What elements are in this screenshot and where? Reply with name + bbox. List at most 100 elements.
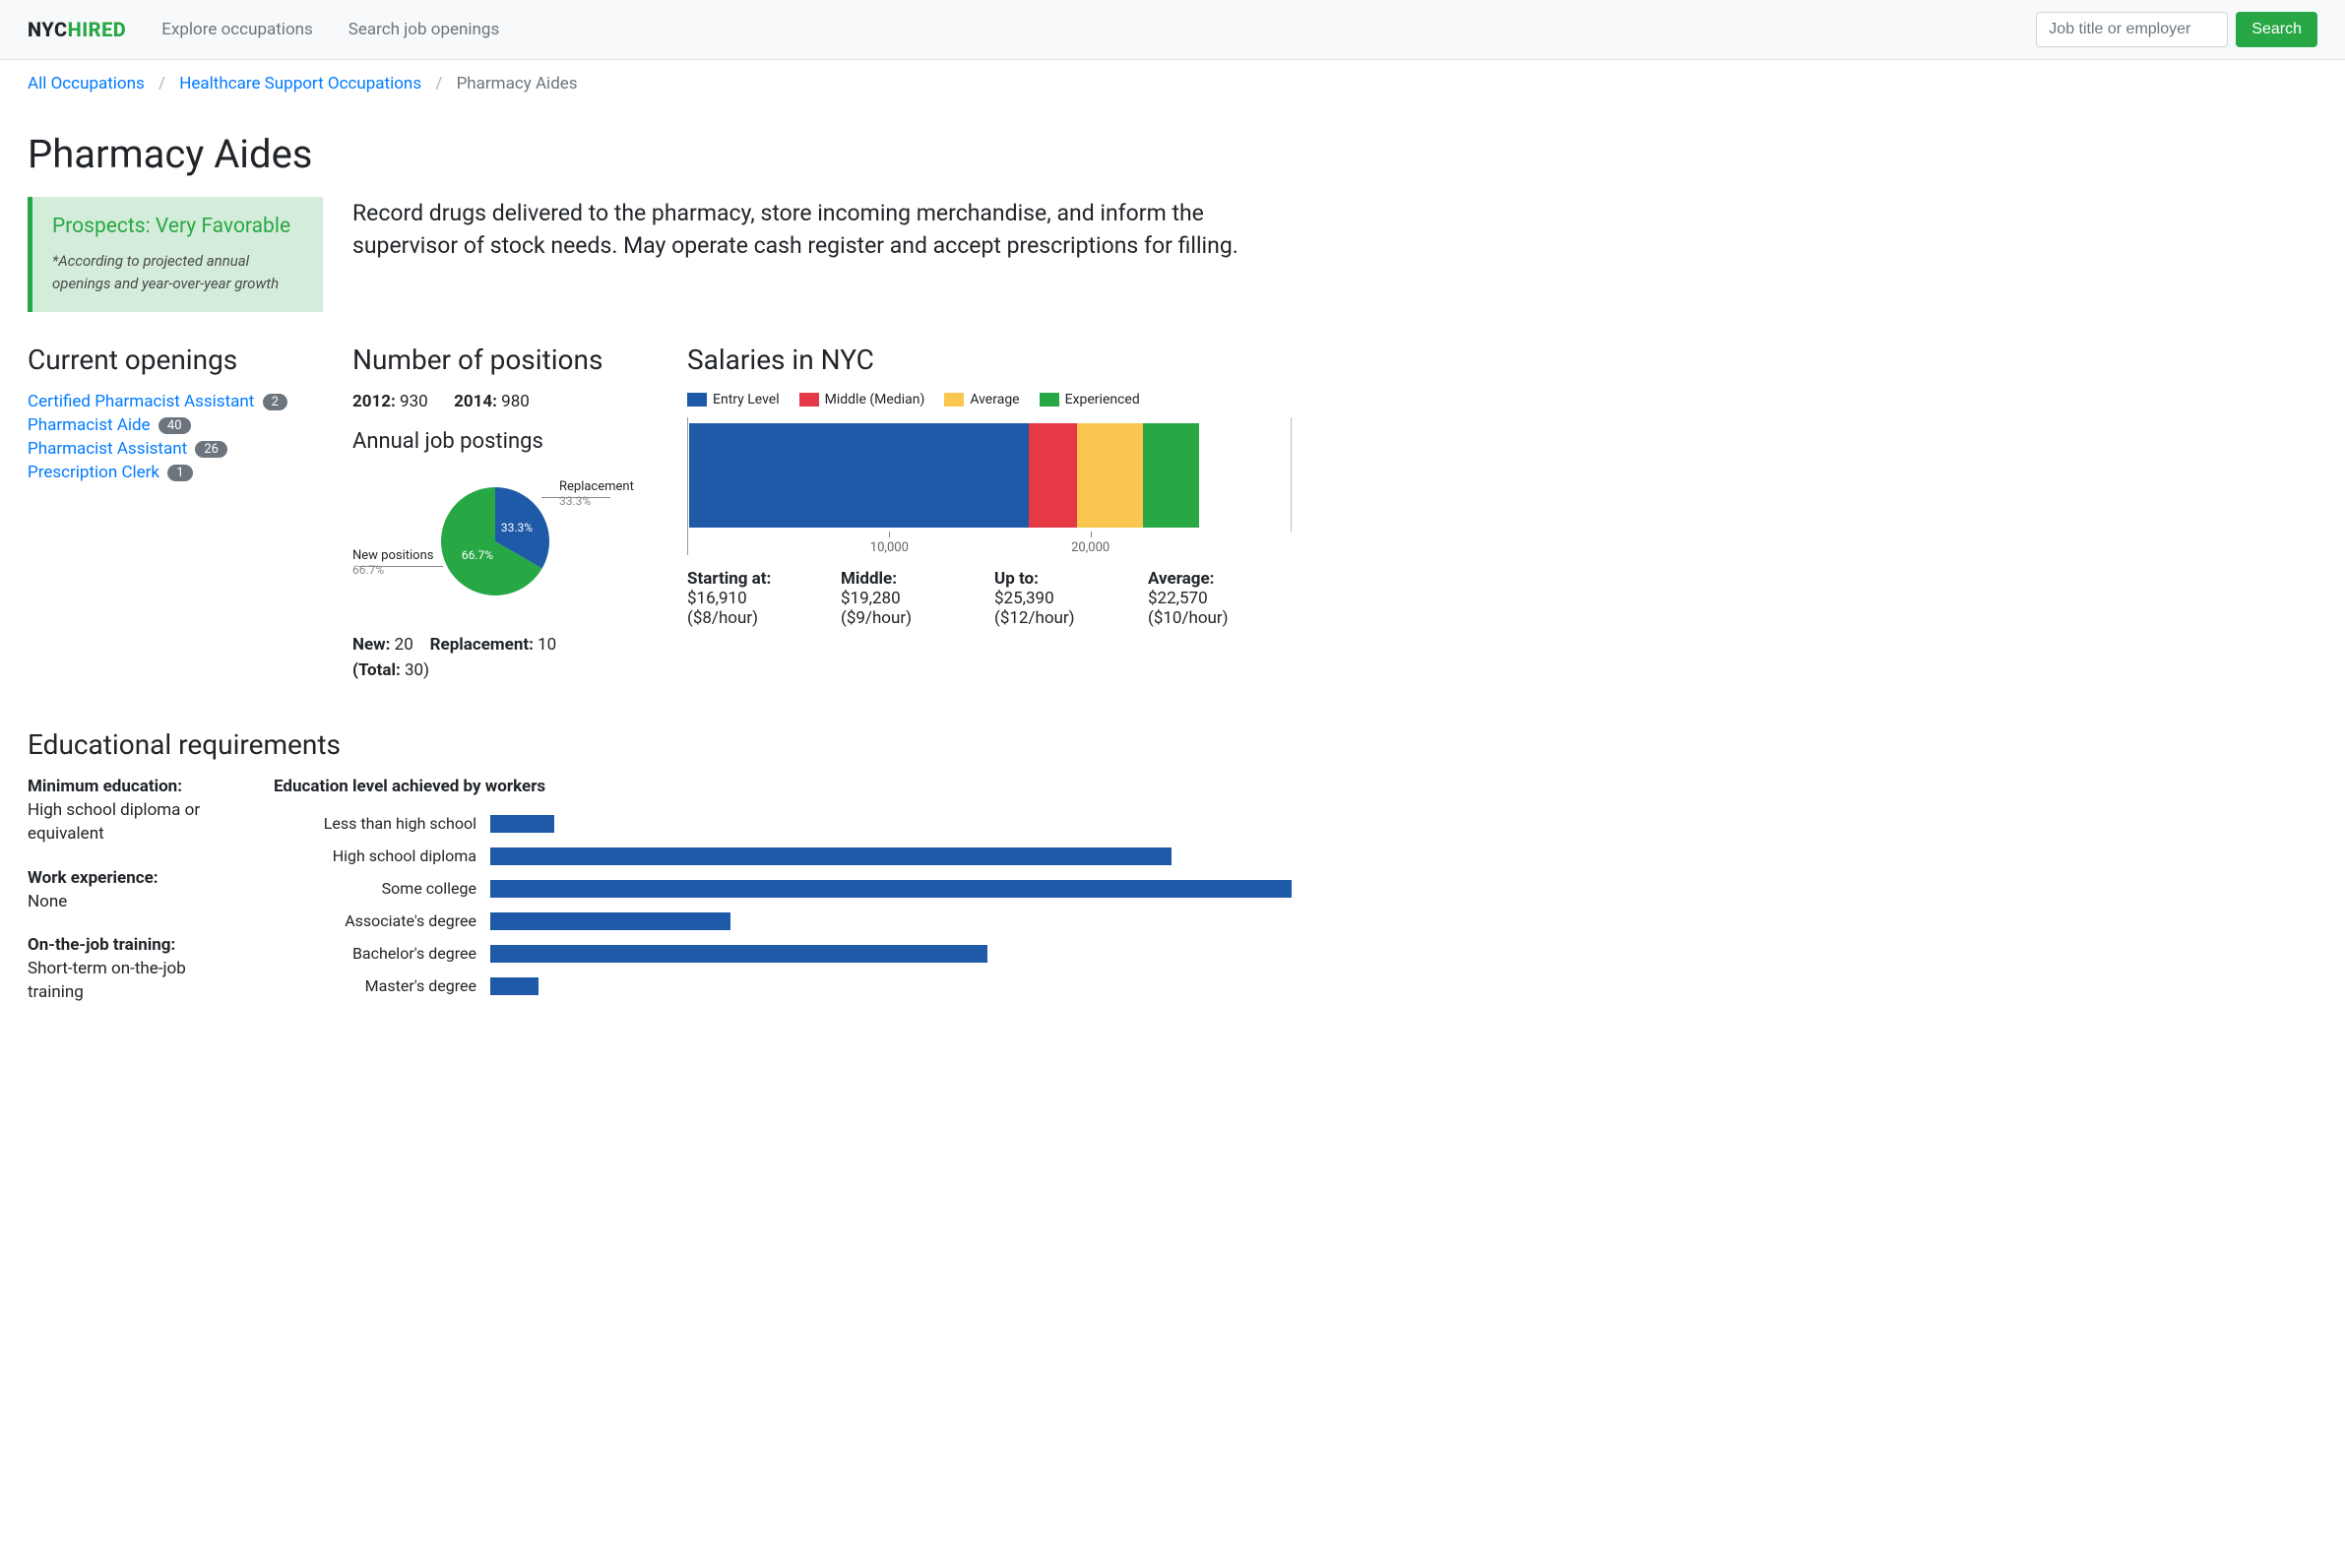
opening-item: Prescription Clerk 1 xyxy=(28,463,323,482)
opening-link[interactable]: Pharmacist Assistant xyxy=(28,439,187,459)
legend-label: Middle (Median) xyxy=(825,392,925,408)
edu-exp-value: None xyxy=(28,891,244,914)
opening-count-badge: 1 xyxy=(167,465,192,481)
legend-swatch xyxy=(799,393,819,407)
pie-slice-green-pct: 66.7% xyxy=(462,548,493,562)
salary-tick-label: 10,000 xyxy=(870,540,909,555)
year2-value: 980 xyxy=(501,392,530,411)
breadcrumb-current: Pharmacy Aides xyxy=(457,74,578,94)
salaries-heading: Salaries in NYC xyxy=(687,344,1292,376)
edu-row-bar xyxy=(490,912,730,930)
legend-swatch xyxy=(687,393,707,407)
legend-label: Average xyxy=(970,392,1019,408)
edu-row-label: Associate's degree xyxy=(274,911,490,930)
openings-heading: Current openings xyxy=(28,344,323,376)
opening-link[interactable]: Certified Pharmacist Assistant xyxy=(28,392,254,411)
breadcrumb-separator: / xyxy=(435,74,442,94)
legend-label: Entry Level xyxy=(713,392,780,408)
breadcrumb-item[interactable]: All Occupations xyxy=(28,74,145,94)
opening-item: Pharmacist Aide 40 xyxy=(28,415,323,435)
pie-chart: 33.3% 66.7% Replacement 33.3% New positi… xyxy=(352,468,638,615)
pie-slice-blue-pct: 33.3% xyxy=(501,521,533,534)
prospects-note: *According to projected annual openings … xyxy=(52,250,303,294)
education-facts: Minimum education: High school diploma o… xyxy=(28,777,244,1027)
legend-item: Middle (Median) xyxy=(799,392,925,408)
year1-label: 2012: xyxy=(352,392,396,411)
legend-item: Experienced xyxy=(1040,392,1140,408)
edu-chart-row: Less than high school xyxy=(274,814,1292,833)
edu-chart-row: Bachelor's degree xyxy=(274,944,1292,963)
edu-row-bar xyxy=(490,977,539,995)
pie-label-new: New positions 66.7% xyxy=(352,548,433,577)
openings-list: Certified Pharmacist Assistant 2 Pharmaci… xyxy=(28,392,323,482)
edu-min-value: High school diploma or equivalent xyxy=(28,799,244,847)
pie-label-replacement: Replacement 33.3% xyxy=(559,479,634,508)
year1-value: 930 xyxy=(400,392,428,411)
education-chart: Education level achieved by workers Less… xyxy=(274,777,1292,1027)
logo-text-dark: NYC xyxy=(28,18,68,41)
edu-row-bar xyxy=(490,815,554,833)
edu-ojt-value: Short-term on-the-job training xyxy=(28,958,244,1005)
search-input[interactable] xyxy=(2036,12,2228,47)
openings-section: Current openings Certified Pharmacist As… xyxy=(28,344,323,486)
edu-row-bar xyxy=(490,945,987,963)
pie-heading: Annual job postings xyxy=(352,429,658,454)
opening-count-badge: 2 xyxy=(263,394,287,410)
opening-count-badge: 40 xyxy=(158,417,191,434)
page-title: Pharmacy Aides xyxy=(28,131,1292,177)
breadcrumb-item[interactable]: Healthcare Support Occupations xyxy=(179,74,421,94)
education-section: Educational requirements Minimum educati… xyxy=(28,728,1292,1027)
edu-chart-row: Master's degree xyxy=(274,976,1292,995)
salary-bar-segment xyxy=(689,423,1029,528)
search-box: Search xyxy=(2036,12,2317,47)
edu-row-label: Some college xyxy=(274,879,490,898)
salary-legend: Entry Level Middle (Median) Average Experie… xyxy=(687,392,1292,408)
edu-chart-row: High school diploma xyxy=(274,847,1292,865)
opening-item: Pharmacist Assistant 26 xyxy=(28,439,323,459)
positions-section: Number of positions 2012: 930 2014: 980 … xyxy=(352,344,658,683)
nav-links: Explore occupations Search job openings xyxy=(161,20,2036,39)
salary-stat: Up to:$25,390($12/hour) xyxy=(994,569,1138,628)
edu-exp-label: Work experience: xyxy=(28,868,244,888)
salary-bar-segment xyxy=(1077,423,1143,528)
year2-label: 2014: xyxy=(454,392,497,411)
legend-swatch xyxy=(944,393,964,407)
edu-row-bar xyxy=(490,847,1172,865)
positions-heading: Number of positions xyxy=(352,344,658,376)
breadcrumb-separator: / xyxy=(158,74,165,94)
salary-stats: Starting at:$16,910($8/hour)Middle:$19,2… xyxy=(687,569,1292,628)
opening-item: Certified Pharmacist Assistant 2 xyxy=(28,392,323,411)
prospects-box: Prospects: Very Favorable *According to … xyxy=(28,197,323,312)
edu-row-label: High school diploma xyxy=(274,847,490,865)
salary-bar-segment xyxy=(1029,423,1076,528)
salary-stat: Middle:$19,280($9/hour) xyxy=(841,569,984,628)
nav-link-explore[interactable]: Explore occupations xyxy=(161,20,313,39)
education-chart-title: Education level achieved by workers xyxy=(274,777,1292,796)
edu-ojt-label: On-the-job training: xyxy=(28,935,244,955)
legend-item: Average xyxy=(944,392,1019,408)
navbar: NYCHIRED Explore occupations Search job … xyxy=(0,0,2345,60)
search-button[interactable]: Search xyxy=(2236,12,2317,47)
opening-link[interactable]: Pharmacist Aide xyxy=(28,415,151,435)
edu-row-label: Less than high school xyxy=(274,814,490,833)
breadcrumb: All Occupations / Healthcare Support Occ… xyxy=(0,60,2345,107)
nav-link-search-jobs[interactable]: Search job openings xyxy=(349,20,499,39)
legend-item: Entry Level xyxy=(687,392,780,408)
positions-years: 2012: 930 2014: 980 xyxy=(352,392,658,411)
legend-swatch xyxy=(1040,393,1059,407)
salary-tick-label: 20,000 xyxy=(1071,540,1109,555)
edu-chart-row: Some college xyxy=(274,879,1292,898)
edu-row-label: Master's degree xyxy=(274,976,490,995)
occupation-description: Record drugs delivered to the pharmacy, … xyxy=(352,197,1292,312)
logo[interactable]: NYCHIRED xyxy=(28,18,126,41)
legend-label: Experienced xyxy=(1065,392,1140,408)
edu-row-label: Bachelor's degree xyxy=(274,944,490,963)
opening-link[interactable]: Prescription Clerk xyxy=(28,463,159,482)
salary-stat: Starting at:$16,910($8/hour) xyxy=(687,569,831,628)
edu-chart-row: Associate's degree xyxy=(274,911,1292,930)
salary-chart: 10,000 20,000 xyxy=(687,417,1292,555)
education-heading: Educational requirements xyxy=(28,728,1292,761)
edu-min-label: Minimum education: xyxy=(28,777,244,796)
opening-count-badge: 26 xyxy=(195,441,227,458)
logo-text-green: HIRED xyxy=(68,18,127,41)
